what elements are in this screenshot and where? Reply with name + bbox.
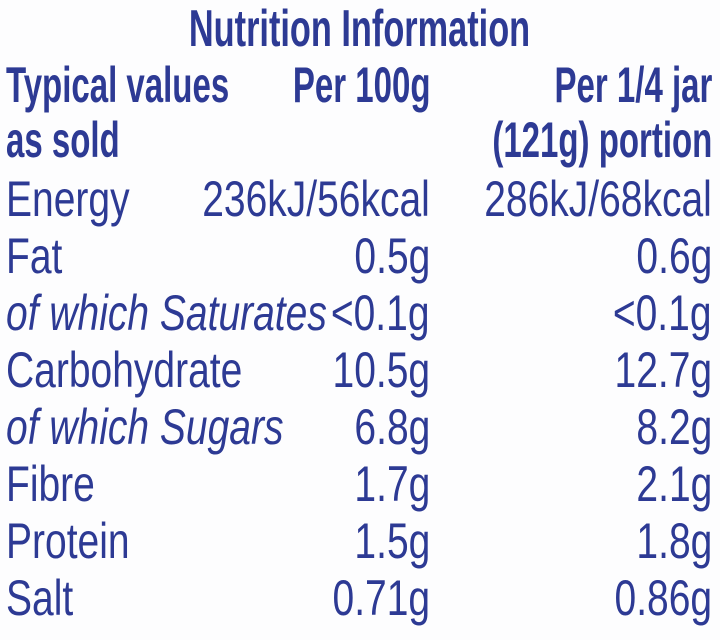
row-label: Carbohydrate xyxy=(6,342,243,398)
row-value-per-portion: 0.86g xyxy=(614,570,712,626)
row-value-per-100g: 236kJ/56kcal xyxy=(202,171,430,227)
row-label: Salt xyxy=(6,570,74,626)
row-value-per-100g: 6.8g xyxy=(354,399,430,455)
row-value-per-100g: 0.71g xyxy=(332,570,430,626)
row-value-per-portion: 286kJ/68kcal xyxy=(484,171,712,227)
page-title: Nutrition Information xyxy=(0,0,720,58)
row-value-per-portion: 8.2g xyxy=(636,399,712,455)
row-value-per-portion: 2.1g xyxy=(636,456,712,512)
row-value-per-100g: <0.1g xyxy=(331,285,430,341)
row-label: Fibre xyxy=(6,456,95,512)
header-per-100g: Per 100g xyxy=(292,57,430,113)
table-row-sugars: of which Sugars 6.8g 8.2g xyxy=(0,399,720,456)
table-row-carbohydrate: Carbohydrate 10.5g 12.7g xyxy=(0,342,720,399)
row-value-per-portion: 1.8g xyxy=(636,513,712,569)
page-title-text: Nutrition Information xyxy=(189,0,531,58)
header-per-portion-line1: Per 1/4 jar xyxy=(554,57,712,113)
header-typical-values-line1: Typical values xyxy=(6,57,230,113)
table-row-salt: Salt 0.71g 0.86g xyxy=(0,570,720,627)
row-label: Fat xyxy=(6,228,63,284)
row-value-per-portion: <0.1g xyxy=(613,285,712,341)
table-header: Typical values as sold Per 100g Per 1/4 … xyxy=(0,58,720,170)
row-value-per-100g: 0.5g xyxy=(354,228,430,284)
table-row-protein: Protein 1.5g 1.8g xyxy=(0,513,720,570)
row-value-per-100g: 1.7g xyxy=(354,456,430,512)
row-label: Energy xyxy=(6,171,130,227)
row-value-per-100g: 10.5g xyxy=(332,342,430,398)
row-value-per-portion: 0.6g xyxy=(636,228,712,284)
header-typical-values-line2: as sold xyxy=(6,112,120,168)
row-label: Protein xyxy=(6,513,130,569)
row-label: of which Saturates xyxy=(6,285,327,341)
table-row-fat: Fat 0.5g 0.6g xyxy=(0,228,720,285)
table-row-saturates: of which Saturates <0.1g <0.1g xyxy=(0,285,720,342)
header-per-portion: Per 1/4 jar (121g) portion xyxy=(492,58,712,168)
table-row-fibre: Fibre 1.7g 2.1g xyxy=(0,456,720,513)
row-label: of which Sugars xyxy=(6,399,284,455)
row-value-per-100g: 1.5g xyxy=(354,513,430,569)
header-per-portion-line2: (121g) portion xyxy=(492,112,712,168)
header-typical-values: Typical values as sold xyxy=(6,58,229,168)
row-value-per-portion: 12.7g xyxy=(614,342,712,398)
table-row-energy: Energy 236kJ/56kcal 286kJ/68kcal xyxy=(0,171,720,228)
table-body: Energy 236kJ/56kcal 286kJ/68kcal Fat 0.5… xyxy=(0,171,720,627)
